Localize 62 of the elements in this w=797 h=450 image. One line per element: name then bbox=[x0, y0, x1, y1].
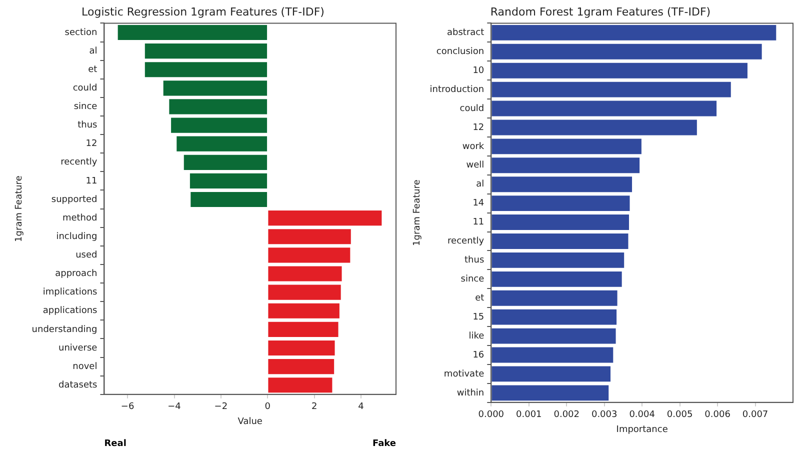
y-tick-label: supported bbox=[51, 194, 98, 205]
x-tick-label: 4 bbox=[358, 402, 364, 412]
y-tick-label: 12 bbox=[472, 122, 484, 133]
y-tick-label: work bbox=[462, 142, 485, 152]
y-axis-title: 1gram Feature bbox=[14, 175, 25, 242]
y-tick-label: like bbox=[468, 331, 485, 342]
y-tick-label: datasets bbox=[58, 380, 98, 390]
y-tick-label: since bbox=[460, 274, 485, 285]
y-tick-label: abstract bbox=[447, 28, 485, 38]
y-tick-label: al bbox=[476, 180, 484, 190]
x-tick-label: 0.005 bbox=[666, 410, 693, 420]
y-tick-label: applications bbox=[42, 306, 98, 316]
x-tick-label: −2 bbox=[214, 402, 228, 412]
y-tick-label: recently bbox=[60, 158, 98, 168]
x-axis-title: Value bbox=[238, 416, 263, 427]
text: Real bbox=[104, 438, 126, 449]
y-tick-label: 11 bbox=[472, 218, 484, 228]
y-tick-label: introduction bbox=[430, 84, 484, 95]
y-tick-label: thus bbox=[464, 256, 484, 266]
x-tick-label: 0.004 bbox=[629, 410, 656, 420]
y-tick-label: could bbox=[72, 84, 98, 94]
y-tick-label: et bbox=[475, 293, 485, 304]
x-tick-label: −6 bbox=[120, 402, 134, 412]
y-tick-label: method bbox=[62, 213, 98, 224]
y-tick-label: universe bbox=[58, 343, 98, 354]
y-tick-label: 12 bbox=[86, 139, 98, 150]
y-tick-label: 16 bbox=[472, 350, 484, 360]
x-tick-label: 0 bbox=[264, 402, 271, 412]
x-tick-label: 2 bbox=[311, 402, 318, 412]
y-tick-label: used bbox=[76, 250, 98, 261]
y-axis-title: 1gram Feature bbox=[412, 179, 423, 246]
y-tick-label: 10 bbox=[472, 66, 484, 76]
y-tick-label: conclusion bbox=[436, 46, 484, 57]
x-tick-label: 0.006 bbox=[704, 410, 731, 420]
y-tick-label: recently bbox=[448, 236, 485, 247]
x-tick-label: 0.003 bbox=[591, 410, 618, 420]
y-tick-label: 15 bbox=[472, 312, 484, 322]
y-tick-label: al bbox=[89, 46, 98, 56]
y-tick-label: 14 bbox=[472, 198, 484, 209]
y-tick-label: well bbox=[466, 160, 484, 171]
chart-title: Logistic Regression 1gram Features (TF-IDF) bbox=[82, 5, 324, 18]
y-tick-label: et bbox=[88, 64, 98, 75]
chart-title: Random Forest 1gram Features (TF-IDF) bbox=[490, 5, 711, 18]
y-tick-label: within bbox=[456, 388, 484, 398]
x-tick-label: 0.007 bbox=[742, 410, 768, 420]
y-tick-label: could bbox=[460, 104, 484, 114]
y-tick-label: since bbox=[74, 102, 98, 112]
x-tick-label: 0.001 bbox=[516, 410, 542, 420]
y-tick-label: novel bbox=[72, 362, 98, 372]
y-tick-label: approach bbox=[55, 269, 98, 280]
y-tick-label: understanding bbox=[32, 324, 98, 335]
y-tick-label: including bbox=[56, 232, 98, 242]
y-tick-label: motivate bbox=[444, 369, 485, 380]
x-tick-label: 0.000 bbox=[478, 410, 504, 420]
y-tick-label: implications bbox=[42, 288, 98, 298]
y-tick-label: 11 bbox=[86, 176, 98, 186]
y-tick-label: section bbox=[64, 28, 98, 38]
x-tick-label: 0.002 bbox=[554, 410, 580, 420]
text: Fake bbox=[372, 438, 396, 449]
x-axis-title: Importance bbox=[616, 424, 668, 435]
y-tick-label: thus bbox=[78, 120, 98, 131]
x-tick-label: −4 bbox=[168, 402, 182, 412]
